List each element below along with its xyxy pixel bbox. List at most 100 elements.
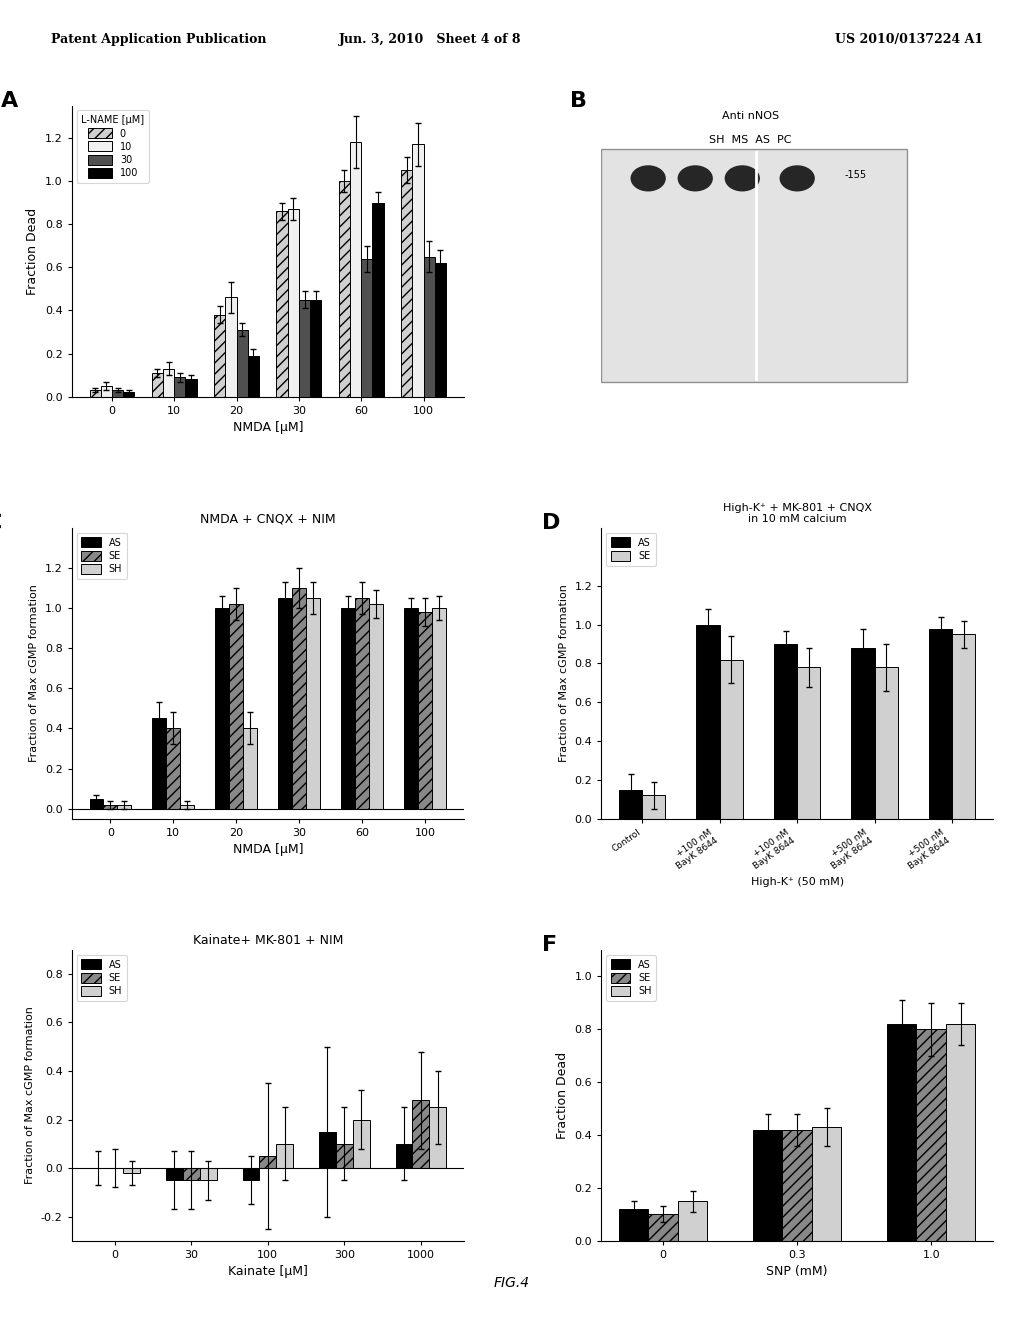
Bar	[352, 1119, 370, 1168]
Bar	[89, 799, 103, 809]
Ellipse shape	[678, 165, 713, 191]
Title: High-K⁺ + MK-801 + CNQX
in 10 mM calcium: High-K⁺ + MK-801 + CNQX in 10 mM calcium	[723, 503, 871, 524]
Bar	[163, 368, 174, 397]
X-axis label: NMDA [μM]: NMDA [μM]	[232, 421, 303, 434]
Bar	[123, 1168, 140, 1173]
Ellipse shape	[725, 165, 760, 191]
X-axis label: High-K⁺ (50 mM): High-K⁺ (50 mM)	[751, 876, 844, 887]
Bar	[100, 385, 112, 397]
Bar	[929, 628, 952, 818]
Bar	[774, 644, 798, 818]
Bar	[916, 1030, 946, 1241]
Bar	[413, 144, 424, 397]
Bar	[401, 170, 413, 397]
Text: -155: -155	[844, 170, 866, 181]
Bar	[200, 1168, 216, 1180]
Bar	[720, 660, 743, 818]
Bar	[429, 1107, 446, 1168]
Text: C: C	[0, 513, 2, 533]
Title: Kainate+ MK-801 + NIM: Kainate+ MK-801 + NIM	[193, 935, 343, 948]
Bar	[288, 209, 299, 397]
Text: SH  MS  AS  PC: SH MS AS PC	[709, 135, 792, 145]
Bar	[248, 355, 259, 397]
Bar	[946, 1024, 976, 1241]
Bar	[103, 805, 117, 809]
Legend: AS, SE: AS, SE	[606, 532, 655, 566]
Y-axis label: Fraction of Max cGMP formation: Fraction of Max cGMP formation	[26, 1006, 36, 1184]
Bar	[229, 605, 243, 809]
Bar	[276, 211, 288, 397]
Legend: AS, SE, SH: AS, SE, SH	[77, 954, 127, 1001]
Bar	[395, 1143, 413, 1168]
Legend: AS, SE, SH: AS, SE, SH	[606, 954, 656, 1001]
Bar	[225, 297, 237, 397]
Bar	[279, 598, 292, 809]
Bar	[89, 391, 100, 397]
Bar	[648, 1214, 678, 1241]
Bar	[112, 391, 123, 397]
Bar	[874, 668, 898, 818]
Bar	[306, 598, 321, 809]
Bar	[276, 1143, 293, 1168]
X-axis label: SNP (mM): SNP (mM)	[766, 1266, 828, 1278]
Bar	[952, 635, 976, 818]
Bar	[237, 330, 248, 397]
Ellipse shape	[779, 165, 815, 191]
Bar	[424, 256, 435, 397]
Text: F: F	[543, 935, 557, 956]
Bar	[812, 1127, 842, 1241]
Bar	[419, 612, 432, 809]
Bar	[696, 624, 720, 818]
FancyBboxPatch shape	[601, 149, 907, 381]
Bar	[370, 605, 383, 809]
Bar	[404, 609, 419, 809]
Bar	[319, 1131, 336, 1168]
Title: NMDA + CNQX + NIM: NMDA + CNQX + NIM	[200, 512, 336, 525]
Bar	[435, 263, 446, 397]
Bar	[432, 609, 446, 809]
Bar	[350, 143, 361, 397]
Bar	[753, 1130, 782, 1241]
Bar	[339, 181, 350, 397]
Bar	[243, 1168, 259, 1180]
Text: Anti nNOS: Anti nNOS	[722, 111, 778, 121]
Bar	[413, 1100, 429, 1168]
Bar	[166, 729, 180, 809]
Bar	[887, 1024, 916, 1241]
Bar	[153, 718, 166, 809]
Bar	[618, 789, 642, 818]
Ellipse shape	[631, 165, 666, 191]
Bar	[642, 796, 666, 818]
Legend: AS, SE, SH: AS, SE, SH	[77, 532, 127, 579]
Text: D: D	[543, 513, 561, 533]
Bar	[215, 609, 229, 809]
Legend: 0, 10, 30, 100: 0, 10, 30, 100	[77, 111, 150, 183]
X-axis label: NMDA [μM]: NMDA [μM]	[232, 843, 303, 857]
X-axis label: Kainate [μM]: Kainate [μM]	[227, 1266, 307, 1278]
Bar	[243, 729, 257, 809]
Bar	[355, 598, 370, 809]
Bar	[798, 668, 820, 818]
Text: B: B	[569, 91, 587, 111]
Bar	[117, 805, 131, 809]
Text: US 2010/0137224 A1: US 2010/0137224 A1	[835, 33, 983, 46]
Bar	[336, 1143, 352, 1168]
Y-axis label: Fraction of Max cGMP formation: Fraction of Max cGMP formation	[559, 585, 568, 762]
Bar	[152, 374, 163, 397]
Y-axis label: Fraction of Max cGMP formation: Fraction of Max cGMP formation	[30, 585, 39, 762]
Y-axis label: Fraction Dead: Fraction Dead	[27, 207, 39, 294]
Bar	[185, 379, 197, 397]
Bar	[123, 392, 134, 397]
Bar	[292, 587, 306, 809]
Text: Jun. 3, 2010   Sheet 4 of 8: Jun. 3, 2010 Sheet 4 of 8	[339, 33, 521, 46]
Bar	[782, 1130, 812, 1241]
Bar	[183, 1168, 200, 1180]
Bar	[678, 1201, 708, 1241]
Bar	[166, 1168, 183, 1180]
Text: FIG.4: FIG.4	[494, 1276, 530, 1290]
Text: A: A	[1, 91, 18, 111]
Y-axis label: Fraction Dead: Fraction Dead	[556, 1052, 568, 1139]
Bar	[341, 609, 355, 809]
Bar	[259, 1156, 276, 1168]
Bar	[310, 300, 322, 397]
